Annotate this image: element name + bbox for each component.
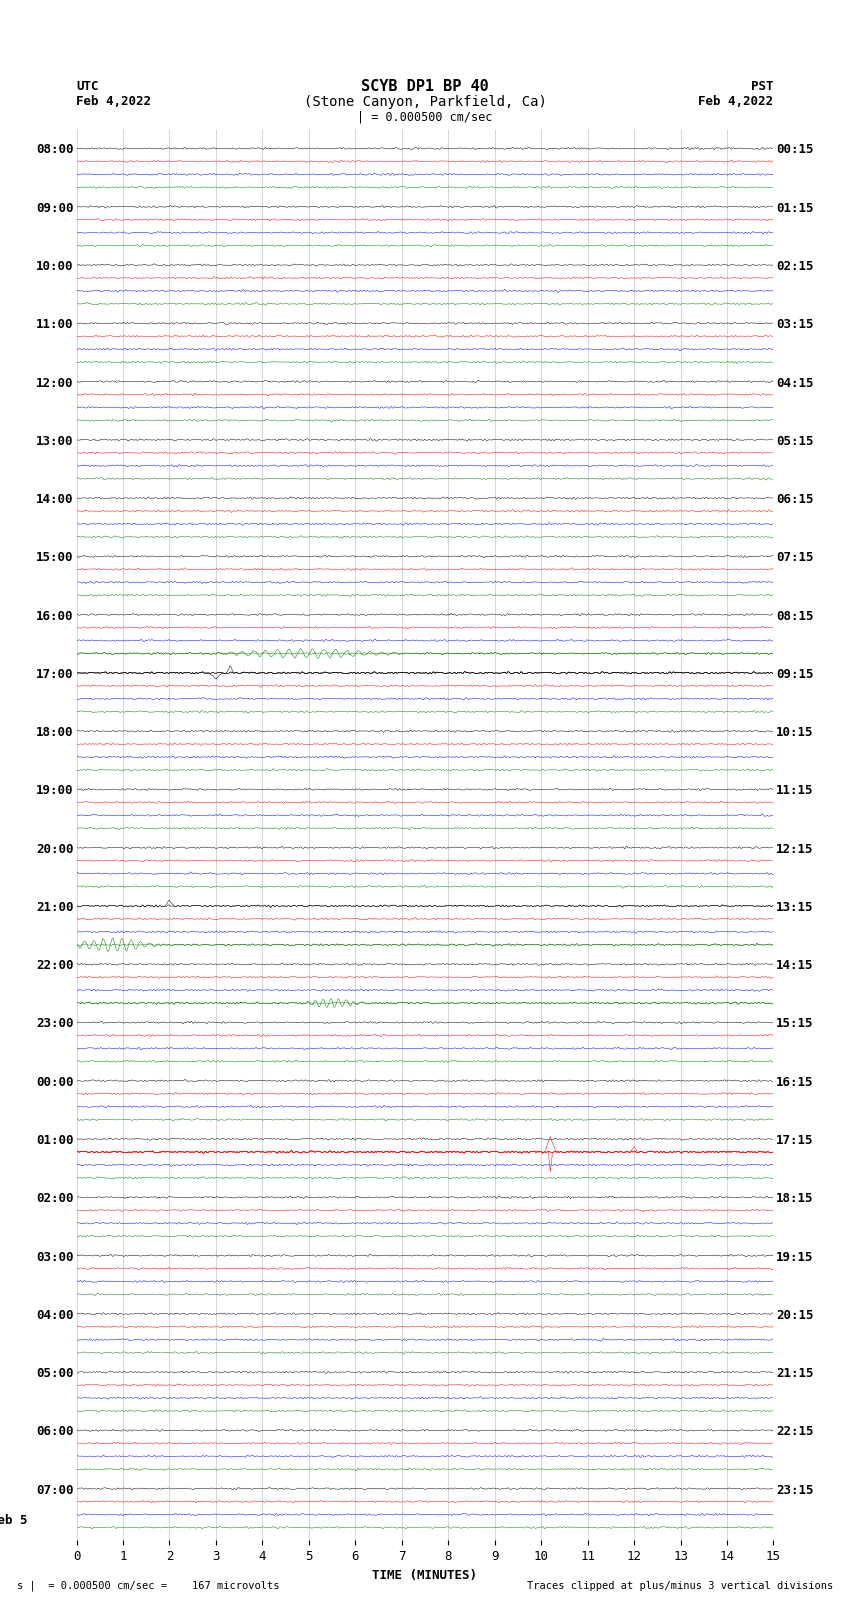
- Text: s |  = 0.000500 cm/sec =    167 microvolts: s | = 0.000500 cm/sec = 167 microvolts: [17, 1581, 280, 1590]
- X-axis label: TIME (MINUTES): TIME (MINUTES): [372, 1569, 478, 1582]
- Text: SCYB DP1 BP 40: SCYB DP1 BP 40: [361, 79, 489, 94]
- Text: | = 0.000500 cm/sec: | = 0.000500 cm/sec: [357, 110, 493, 124]
- Text: Feb 4,2022: Feb 4,2022: [699, 95, 774, 108]
- Text: (Stone Canyon, Parkfield, Ca): (Stone Canyon, Parkfield, Ca): [303, 95, 547, 108]
- Text: Traces clipped at plus/minus 3 vertical divisions: Traces clipped at plus/minus 3 vertical …: [527, 1581, 833, 1590]
- Text: Feb 5: Feb 5: [0, 1515, 28, 1528]
- Text: PST: PST: [751, 79, 774, 94]
- Text: UTC: UTC: [76, 79, 99, 94]
- Text: Feb 4,2022: Feb 4,2022: [76, 95, 151, 108]
